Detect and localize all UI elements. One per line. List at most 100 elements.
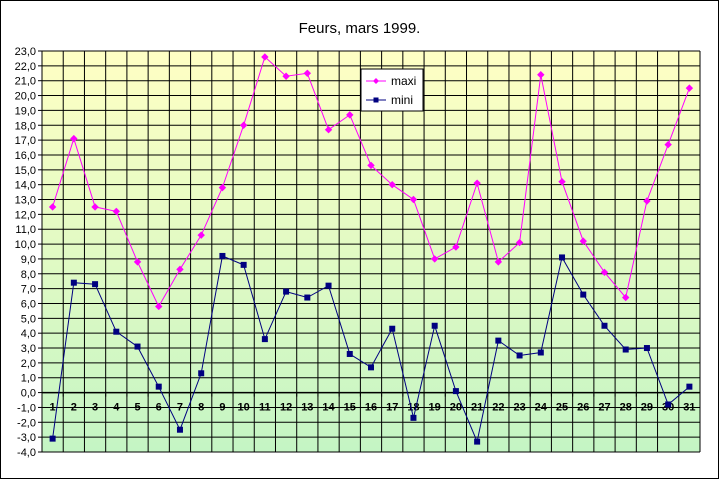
- data-point-mini: [452, 388, 459, 395]
- y-tick-label: 7,0: [21, 284, 36, 296]
- y-tick-label: -2,0: [17, 417, 36, 429]
- data-point-maxi: [218, 183, 227, 192]
- data-point-mini: [643, 345, 650, 352]
- x-tick-label: 22: [492, 402, 504, 414]
- y-tick-label: 0,0: [21, 388, 36, 400]
- legend-marker-maxi: [373, 78, 379, 84]
- x-tick-label: 16: [365, 402, 377, 414]
- data-point-mini: [261, 336, 268, 343]
- x-tick-label: 20: [450, 402, 462, 414]
- data-point-mini: [601, 322, 608, 329]
- y-tick-label: 19,0: [15, 105, 36, 117]
- data-point-maxi: [346, 111, 354, 119]
- data-point-maxi: [600, 268, 609, 276]
- data-point-mini: [49, 435, 56, 442]
- x-tick-label: 28: [620, 402, 632, 414]
- x-tick-label: 8: [198, 402, 204, 414]
- x-tick-label: 11: [259, 402, 271, 414]
- x-tick-label: 7: [177, 402, 183, 414]
- y-tick-label: 12,0: [15, 209, 36, 221]
- data-point-maxi: [239, 121, 248, 129]
- data-point-mini: [410, 414, 417, 421]
- data-point-mini: [155, 383, 162, 390]
- x-tick-label: 24: [535, 402, 548, 414]
- data-point-mini: [240, 261, 247, 268]
- data-point-maxi: [473, 179, 481, 187]
- x-tick-label: 21: [471, 402, 483, 414]
- data-point-maxi: [622, 293, 630, 302]
- x-tick-label: 29: [641, 402, 653, 414]
- y-tick-label: 2,0: [21, 358, 36, 370]
- data-point-maxi: [515, 238, 524, 247]
- x-tick-label: 26: [577, 402, 589, 414]
- x-tick-label: 25: [556, 402, 568, 414]
- data-point-mini: [304, 294, 311, 301]
- y-tick-label: 11,0: [15, 224, 36, 236]
- data-point-mini: [176, 426, 183, 433]
- data-point-maxi: [558, 177, 566, 186]
- data-point-mini: [283, 288, 290, 295]
- data-point-mini: [219, 252, 226, 259]
- data-point-maxi: [197, 231, 205, 239]
- data-point-maxi: [409, 195, 418, 204]
- data-point-mini: [431, 322, 438, 329]
- data-point-mini: [134, 343, 141, 350]
- x-tick-label: 23: [513, 402, 525, 414]
- data-point-maxi: [155, 302, 163, 311]
- x-tick-label: 6: [156, 402, 162, 414]
- data-point-mini: [325, 282, 332, 289]
- y-tick-label: 9,0: [21, 254, 36, 266]
- y-tick-label: -3,0: [17, 432, 36, 444]
- data-point-maxi: [537, 71, 545, 79]
- y-tick-label: 4,0: [21, 328, 36, 340]
- legend-label-maxi: maxi: [391, 74, 416, 88]
- data-point-mini: [474, 438, 481, 445]
- data-point-maxi: [261, 53, 269, 61]
- x-tick-label: 3: [92, 402, 98, 414]
- y-tick-label: 16,0: [15, 150, 36, 162]
- data-point-mini: [665, 401, 672, 408]
- y-tick-label: 17,0: [15, 135, 36, 147]
- y-tick-label: 13,0: [15, 195, 36, 207]
- y-tick-label: 10,0: [15, 239, 36, 251]
- y-tick-label: 6,0: [21, 298, 36, 310]
- y-tick-label: 15,0: [15, 165, 36, 177]
- data-point-maxi: [685, 84, 694, 92]
- data-point-maxi: [643, 197, 651, 205]
- data-point-maxi: [133, 258, 142, 266]
- y-tick-label: 1,0: [21, 373, 36, 385]
- y-tick-label: 3,0: [21, 343, 36, 355]
- y-tick-label: 8,0: [21, 269, 36, 281]
- data-point-mini: [113, 328, 120, 335]
- y-tick-label: 21,0: [15, 76, 36, 88]
- data-point-maxi: [664, 140, 672, 149]
- data-point-mini: [559, 254, 566, 261]
- x-tick-label: 13: [301, 402, 313, 414]
- y-tick-label: 23,0: [15, 46, 36, 58]
- x-tick-label: 1: [50, 402, 56, 414]
- data-point-maxi: [70, 134, 78, 143]
- y-tick-label: 22,0: [15, 61, 36, 73]
- x-tick-label: 5: [134, 402, 140, 414]
- data-point-maxi: [176, 265, 184, 274]
- data-point-maxi: [452, 243, 460, 251]
- y-tick-label: 20,0: [15, 91, 36, 103]
- data-point-maxi: [303, 69, 312, 77]
- data-point-mini: [537, 349, 544, 356]
- data-point-maxi: [282, 72, 290, 80]
- x-tick-label: 9: [219, 402, 225, 414]
- data-point-maxi: [324, 126, 333, 134]
- data-point-maxi: [388, 180, 396, 189]
- data-point-maxi: [48, 203, 57, 211]
- x-tick-label: 15: [344, 402, 356, 414]
- y-tick-label: -4,0: [17, 447, 36, 459]
- data-point-maxi: [579, 237, 587, 245]
- legend-box: [360, 68, 424, 112]
- data-point-mini: [346, 350, 353, 357]
- y-tick-label: -1,0: [17, 402, 36, 414]
- x-tick-label: 19: [429, 402, 441, 414]
- x-tick-label: 18: [407, 402, 419, 414]
- x-tick-label: 10: [238, 402, 250, 414]
- data-point-mini: [368, 364, 374, 371]
